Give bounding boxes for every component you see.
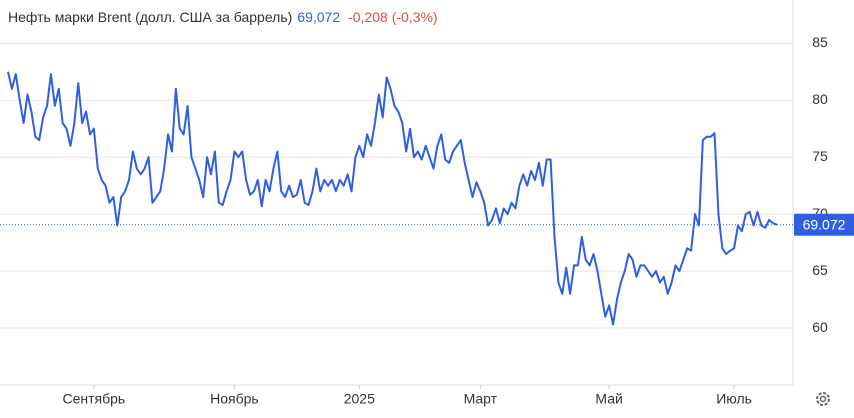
title-text: Нефть марки Brent (долл. США за баррель) <box>8 9 292 25</box>
x-tick-label: Ноябрь <box>210 391 259 407</box>
last-price-box <box>794 213 854 236</box>
y-tick-label: 65 <box>812 262 828 278</box>
y-tick-label: 60 <box>812 319 828 335</box>
price: 69,072 <box>297 9 340 25</box>
settings-icon[interactable] <box>816 392 830 406</box>
gear[interactable] <box>816 392 830 406</box>
x-tick-label: 2025 <box>344 391 375 407</box>
gear-hub[interactable] <box>819 395 827 403</box>
y-tick-label: 80 <box>812 91 828 107</box>
x-tick-label: Май <box>595 391 622 407</box>
y-tick-label: 75 <box>812 148 828 164</box>
change: -0,208 (-0,3%) <box>348 9 437 25</box>
chart-title: Нефть марки Brent (долл. США за баррель)… <box>8 9 438 25</box>
x-tick-label: Июль <box>716 391 752 407</box>
price-line <box>7 71 778 326</box>
x-tick-label: Сентябрь <box>63 391 126 407</box>
x-tick-label: Март <box>464 391 498 407</box>
last-price-label: 69.072 <box>803 216 846 232</box>
y-tick-label: 85 <box>812 34 828 50</box>
